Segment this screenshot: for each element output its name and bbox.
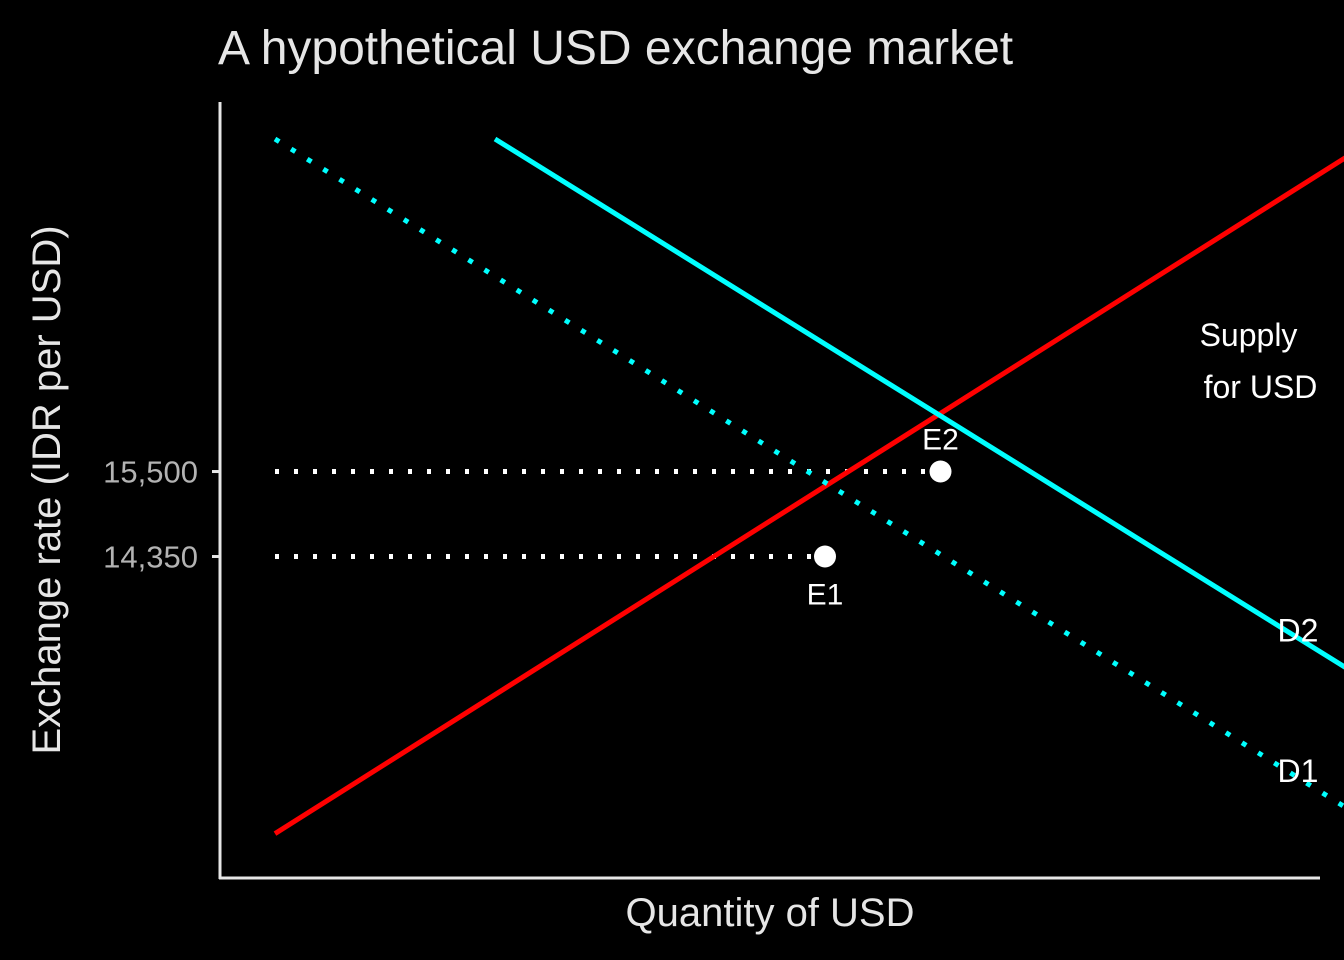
series-lines (273, 136, 1344, 836)
supply-label-line: Supply (1200, 317, 1298, 353)
annotations: Supply for USD D2 D1 (1200, 317, 1319, 789)
x-axis-title: Quantity of USD (625, 891, 914, 935)
supply-line (273, 155, 1344, 836)
y-axis-title: Exchange rate (IDR per USD) (25, 225, 69, 754)
y-tick-label: 15,500 (103, 455, 198, 490)
equilibrium-points: E1 E2 (807, 424, 959, 612)
d2-line (493, 136, 1344, 670)
supply-label-line: for USD (1204, 369, 1318, 405)
y-tick-label: 14,350 (103, 540, 198, 575)
axes: 14,350 15,500 (103, 102, 1320, 880)
chart-title: A hypothetical USD exchange market (218, 22, 1013, 75)
point-label-e2: E2 (922, 424, 959, 457)
point-e2 (929, 460, 952, 483)
d1-line (273, 136, 1344, 810)
curve-label-d2: D2 (1278, 613, 1319, 649)
point-label-e1: E1 (807, 579, 844, 612)
point-e1 (814, 545, 836, 568)
guide-lines (275, 469, 941, 560)
curve-label-d1: D1 (1278, 753, 1319, 789)
